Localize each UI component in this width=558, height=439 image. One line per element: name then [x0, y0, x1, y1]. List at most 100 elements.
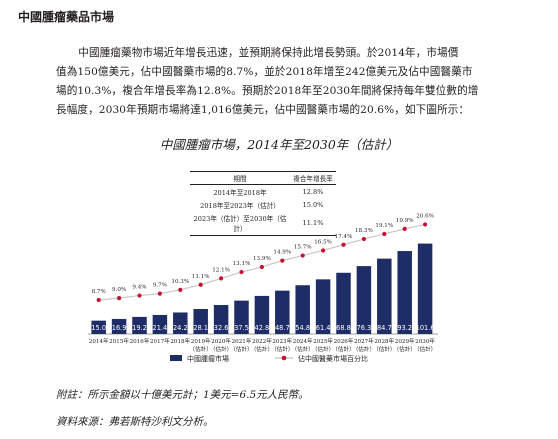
x-tick-estimate-label: （估計） [414, 345, 436, 353]
cagr-rate: 15.0% [302, 200, 324, 209]
chart-title: 中國腫瘤市場，2014年至2030年（估計） [159, 137, 399, 152]
x-tick-label: 2017年 [150, 337, 170, 345]
percent-label: 19.9% [396, 218, 414, 224]
bar [336, 272, 351, 334]
cagr-header-period: 期間 [190, 171, 290, 185]
percent-point [239, 269, 244, 275]
cagr-table: 期間 複合年增長率 2014年至2018年 12.8% 2018年至2023年（… [190, 171, 336, 236]
bar-value-label: 19.2 [132, 324, 147, 332]
paragraph-line: 長幅度，2030年預期市場將達1,016億美元，佔中國醫藥市場的20.6%，如下… [56, 104, 470, 116]
cagr-period: 2014年至2018年 [213, 188, 267, 197]
x-tick-label: 2030年 [415, 337, 435, 345]
bar-value-label: 68.8 [336, 324, 351, 332]
bar [356, 266, 372, 334]
legend-bar-swatch [170, 355, 182, 361]
cagr-header-row: 期間 複合年增長率 [190, 171, 336, 185]
percent-point [341, 242, 346, 247]
x-tick-label: 2021年 [232, 337, 252, 345]
bar-value-label: 76.3 [357, 324, 372, 332]
bar [275, 290, 290, 334]
percent-label: 18.3% [355, 228, 373, 234]
bar [377, 258, 392, 334]
paragraph-line: 值為150億美元，佔中國醫藥市場的8.7%，並於2018年增至242億美元及佔中… [56, 66, 473, 78]
x-tick-estimate-label: （估計） [230, 345, 252, 353]
percent-label: 16.5% [314, 239, 332, 245]
bar [417, 243, 433, 334]
percent-point [178, 287, 183, 292]
percent-label: 9.7% [153, 283, 167, 289]
x-tick-label: 2015年 [109, 337, 129, 345]
table-row: 2018年至2023年（估計） 15.0% [190, 198, 336, 211]
percent-label: 15.7% [294, 245, 312, 251]
percent-label: 19.1% [375, 223, 393, 229]
x-tick-label: 2018年 [170, 337, 190, 345]
bar-value-label: 48.7 [275, 324, 290, 332]
paragraph-line: 中國腫瘤藥物市場近年增長迅速，並預期將保持此增長勢頭。於2014年，市場價 [78, 47, 459, 59]
x-tick-label: 2027年 [354, 337, 374, 345]
intro-paragraph: 中國腫瘤藥物市場近年增長迅速，並預期將保持此增長勢頭。於2014年，市場價 值為… [56, 44, 486, 120]
cagr-period: 2023年（估計）至2030年（估計） [190, 211, 290, 236]
percent-point [361, 236, 366, 242]
x-tick-label: 2020年 [211, 337, 231, 345]
percent-label: 14.9% [273, 250, 291, 256]
table-row: 2014年至2018年 12.8% [190, 185, 336, 199]
x-tick-estimate-label: （估計） [251, 345, 273, 353]
x-tick-estimate-label: （估計） [353, 345, 375, 353]
x-tick-estimate-label: （估計） [190, 345, 212, 353]
percent-label: 9.0% [112, 287, 126, 293]
percent-point [137, 293, 142, 298]
bar-value-label: 93.2 [397, 324, 412, 332]
percent-label: 9.4% [132, 285, 146, 291]
x-tick-estimate-label: （估計） [210, 345, 232, 353]
x-tick-estimate-label: （估計） [332, 345, 354, 353]
percent-point [402, 226, 407, 231]
bar [193, 308, 208, 334]
cagr-header-rate: 複合年增長率 [290, 171, 336, 185]
bar-value-label: 28.1 [193, 324, 208, 332]
source-note: 資料來源：弗若斯特沙利文分析。 [56, 416, 214, 428]
legend-line-marker [281, 355, 287, 361]
paragraph-line: 場的10.3%，複合年增長率為12.8%。預期於2018年至2030年間將保持每… [56, 85, 479, 97]
percent-point [423, 222, 428, 227]
bar [132, 316, 147, 334]
bar-value-label: 54.8 [295, 324, 310, 332]
bar-value-label: 21.4 [153, 324, 168, 332]
bar-value-label: 15.0 [91, 324, 106, 332]
percent-point [219, 276, 224, 281]
legend-line-label: 佔中國醫藥市場百分比 [298, 354, 368, 363]
cagr-period: 2018年至2023年（估計） [200, 201, 280, 210]
x-tick-label: 2023年 [272, 337, 292, 345]
percent-label: 20.6% [416, 213, 434, 219]
x-tick-label: 2026年 [334, 337, 354, 345]
bar-value-label: 61.4 [316, 324, 331, 332]
bar-value-label: 42.8 [255, 324, 270, 332]
percent-point [300, 253, 305, 258]
percent-point [117, 295, 122, 301]
x-tick-label: 2029年 [395, 337, 415, 345]
table-row: 2023年（估計）至2030年（估計） 11.1% [190, 211, 336, 236]
x-tick-estimate-label: （估計） [271, 345, 293, 353]
x-tick-label: 2024年 [293, 337, 313, 345]
bar-value-label: 16.9 [112, 324, 127, 332]
percent-point [321, 248, 326, 253]
percent-point [157, 291, 162, 296]
bar [213, 304, 229, 334]
bar [91, 320, 106, 334]
percent-label: 17.4% [335, 234, 353, 240]
percent-point [96, 297, 101, 303]
percent-label: 8.7% [92, 289, 106, 295]
bar [295, 285, 310, 334]
percent-point [382, 231, 387, 237]
bar [397, 251, 412, 334]
x-tick-estimate-label: （估計） [373, 345, 395, 353]
percent-line [98, 223, 426, 301]
legend-bar-label: 中國腫瘤市場 [187, 354, 229, 363]
percent-point [280, 258, 285, 263]
x-tick-label: 2028年 [374, 337, 394, 345]
bar-value-label: 32.6 [214, 324, 229, 332]
bar [234, 300, 249, 334]
percent-label: 13.9% [253, 256, 271, 262]
bar [254, 295, 270, 334]
bar-value-label: 84.7 [377, 324, 392, 332]
x-tick-label: 2022年 [252, 337, 272, 345]
